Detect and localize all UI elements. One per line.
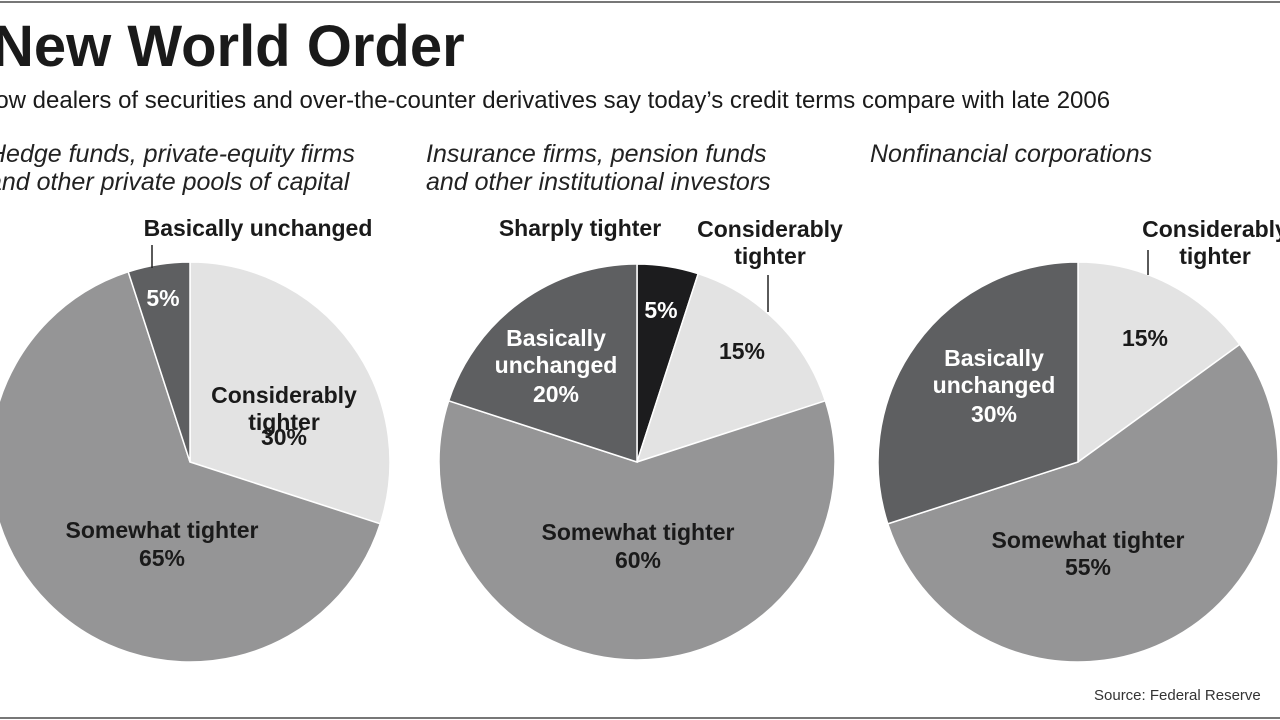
pie-title: Insurance firms, pension funds <box>426 140 766 168</box>
pie-title: Hedge funds, private-equity firms <box>0 140 355 168</box>
source: Source: Federal Reserve <box>1094 687 1261 704</box>
slice-category-box: Somewhat tighter <box>65 516 259 543</box>
slice-category-box: Basically unchanged <box>143 214 373 241</box>
pie-slice <box>447 263 638 464</box>
pie-slice <box>438 399 836 661</box>
slice-category-box: Considerably tighter <box>211 382 357 435</box>
chart-title: New World Order <box>0 14 465 79</box>
pie-slice <box>886 343 1279 663</box>
slice-value: 60% <box>614 546 662 573</box>
pie-slice <box>1077 261 1241 464</box>
pie-slice <box>127 261 191 463</box>
slice-value: 65% <box>138 544 186 571</box>
slice-value: 20% <box>532 380 580 407</box>
slice-category: Considerably tighter <box>211 382 357 435</box>
slice-category: Considerably tighter <box>1142 216 1280 269</box>
slice-category: Somewhat tighter <box>65 516 259 543</box>
slice-value-box: 30% <box>260 423 308 450</box>
slice-value: 15% <box>718 337 766 364</box>
slice-value: 30% <box>970 400 1018 427</box>
pie-slice <box>189 261 391 525</box>
slice-category-box: Somewhat tighter <box>541 518 735 545</box>
slice-category-box: Considerably tighter <box>1142 216 1280 269</box>
slice-category: Basically unchanged <box>932 345 1056 398</box>
slice-value-box: 55% <box>1064 553 1112 580</box>
slice-category-box: Basically unchanged <box>932 345 1056 398</box>
slice-value-box: 30% <box>970 400 1018 427</box>
pie-title: and other institutional investors <box>426 168 771 196</box>
slice-value-box: 5% <box>146 284 180 311</box>
pie-title: and other private pools of capital <box>0 168 351 196</box>
slice-value-box: 15% <box>1121 324 1169 351</box>
slice-value: 5% <box>644 296 678 323</box>
slice-value: 15% <box>1121 324 1169 351</box>
chart-subtitle: How dealers of securities and over-the-c… <box>0 87 1110 114</box>
slice-value: 30% <box>260 423 308 450</box>
pie-title: Nonfinancial corporations <box>870 140 1152 168</box>
slice-category-box: Considerably tighter <box>697 216 843 269</box>
slice-value-box: 65% <box>138 544 186 571</box>
slice-category: Basically unchanged <box>494 325 618 378</box>
slice-value-box: 60% <box>614 546 662 573</box>
slice-category: Basically unchanged <box>143 214 373 241</box>
slice-category-box: Basically unchanged <box>494 325 618 378</box>
slice-value-box: 20% <box>532 380 580 407</box>
slice-value-box: 5% <box>644 296 678 323</box>
pie-slice <box>635 272 827 464</box>
slice-category: Somewhat tighter <box>541 518 735 545</box>
pie-slice <box>877 261 1079 525</box>
slice-category-box: Somewhat tighter <box>991 526 1185 553</box>
slice-value: 5% <box>146 284 180 311</box>
pie-slice <box>0 270 382 663</box>
slice-category: Sharply tighter <box>498 214 662 241</box>
slice-value: 55% <box>1064 553 1112 580</box>
slice-category: Somewhat tighter <box>991 526 1185 553</box>
slice-category: Considerably tighter <box>697 216 843 269</box>
slice-category-box: Sharply tighter <box>498 214 662 241</box>
slice-value-box: 15% <box>718 337 766 364</box>
